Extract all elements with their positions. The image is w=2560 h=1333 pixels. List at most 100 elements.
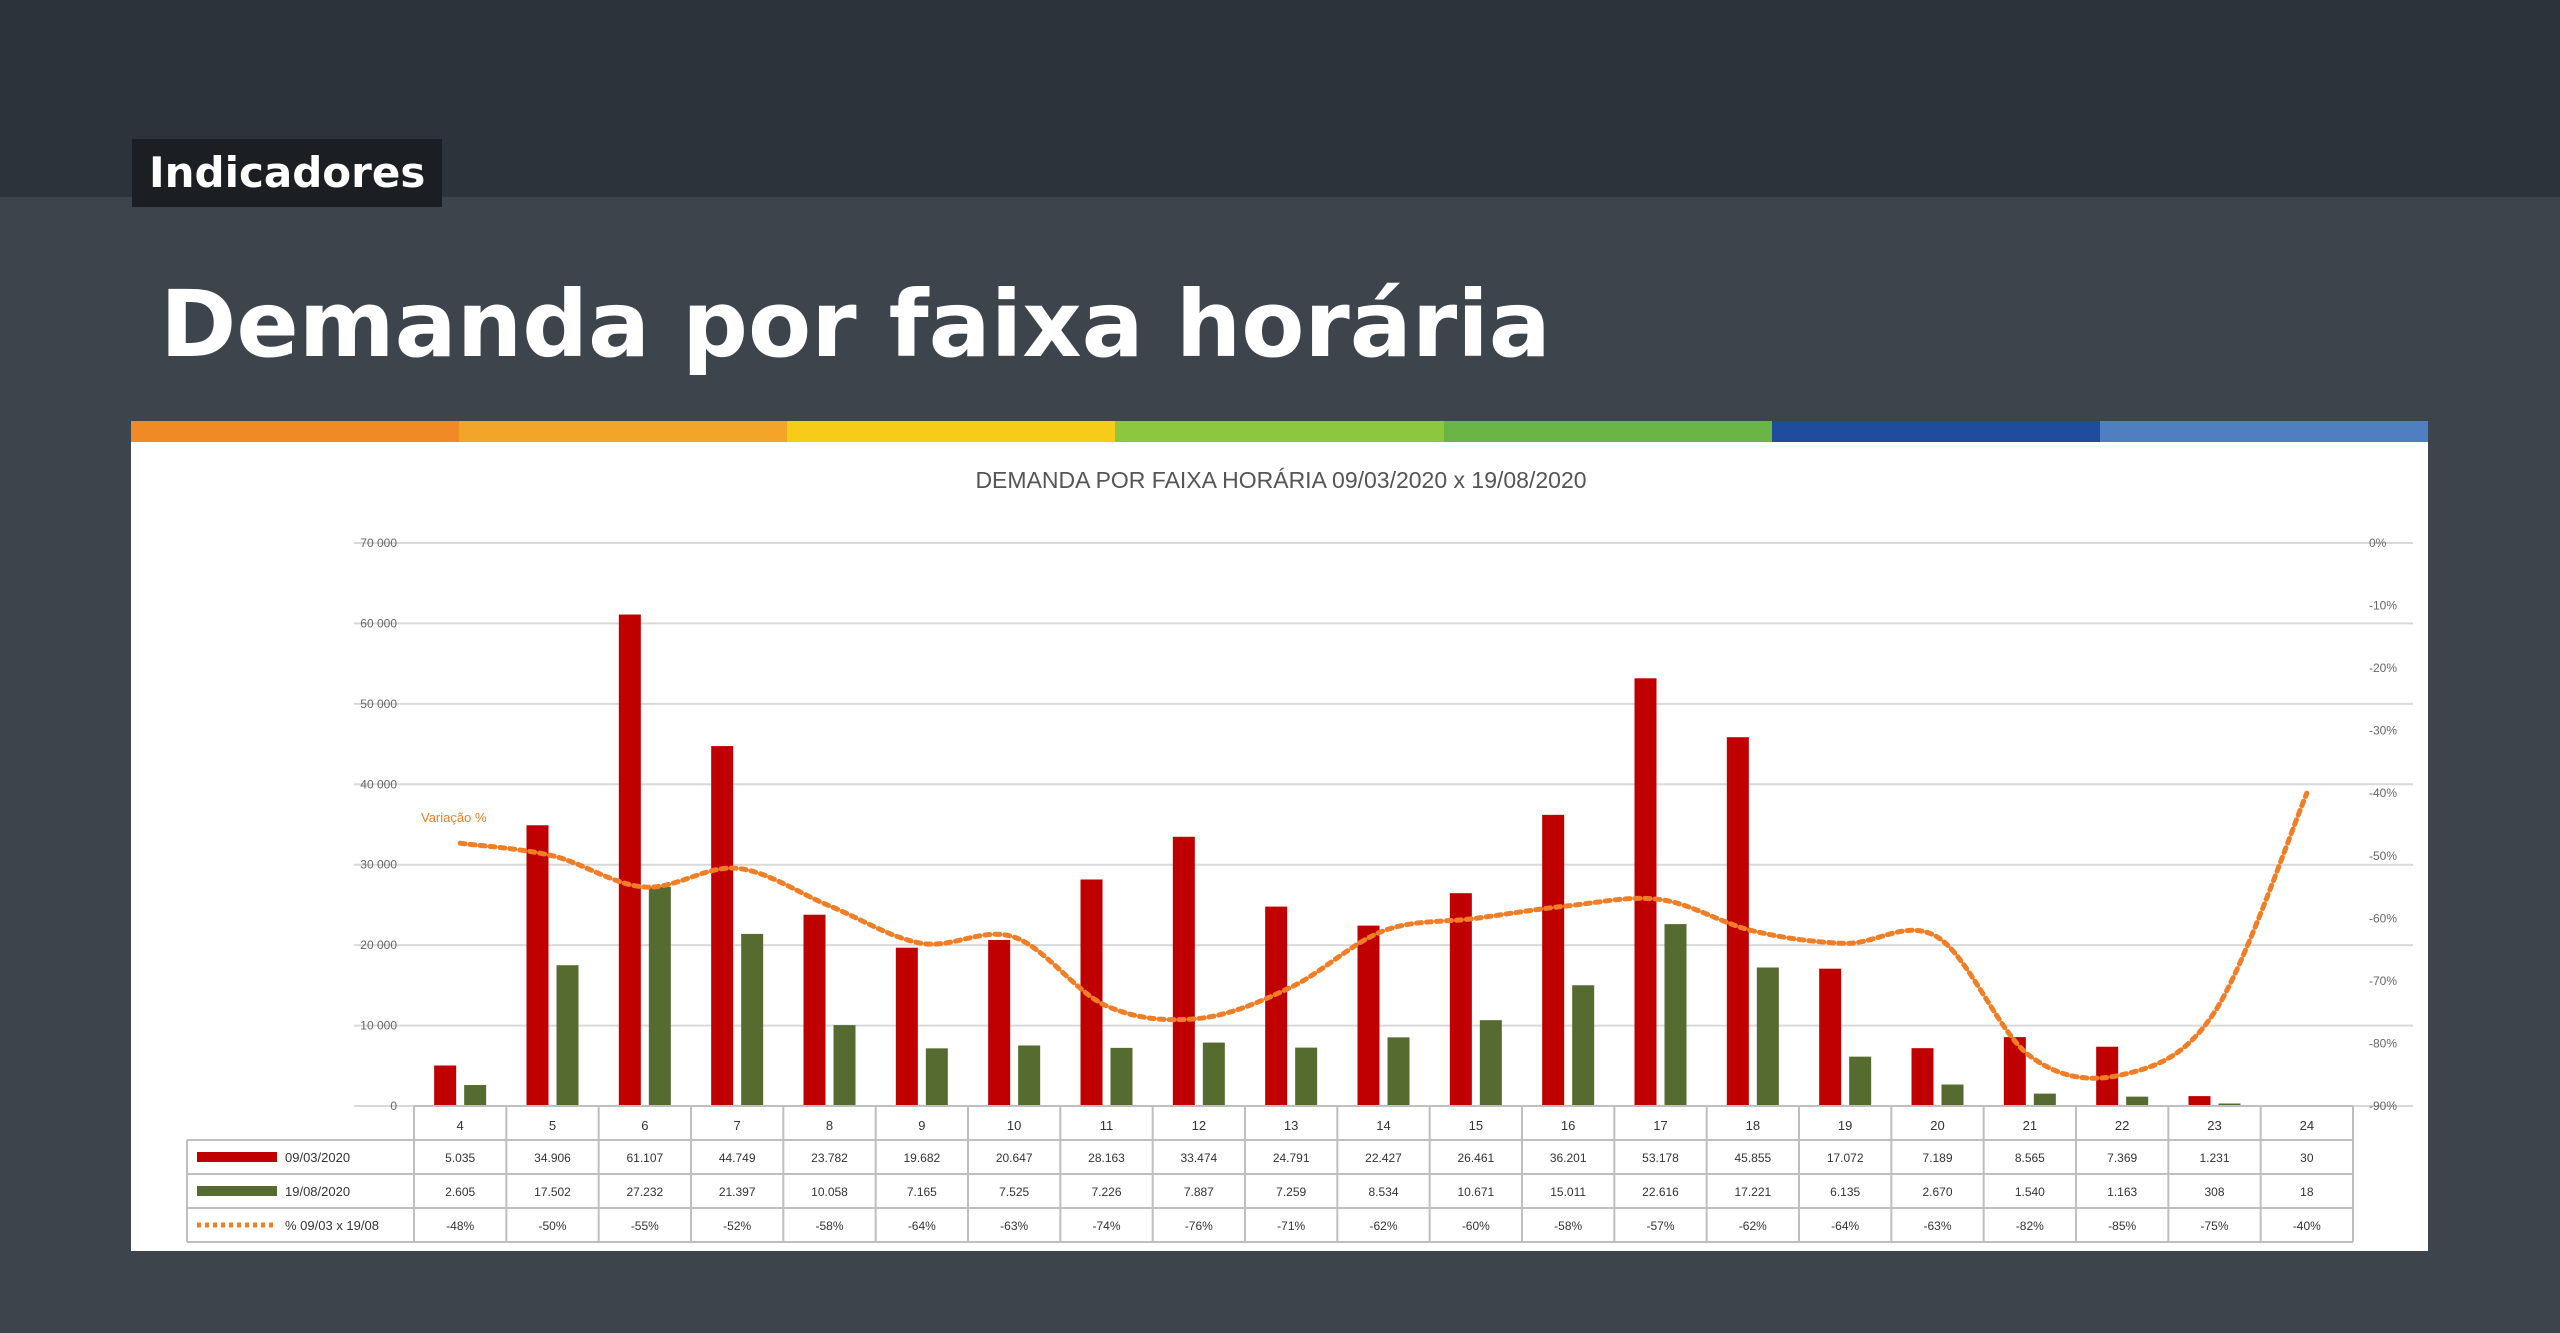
category-label: 19 xyxy=(1838,1118,1852,1133)
y2-tick-label: 0% xyxy=(2369,536,2387,550)
data-label: -57% xyxy=(1646,1219,1674,1233)
data-label: 33.474 xyxy=(1180,1151,1217,1165)
stripe-segment xyxy=(2099,421,2428,442)
data-label: -62% xyxy=(1369,1219,1397,1233)
data-label: 61.107 xyxy=(626,1151,663,1165)
legend-key-bar xyxy=(197,1152,277,1162)
stripe-segment xyxy=(787,421,1116,442)
data-label: -63% xyxy=(1923,1219,1951,1233)
category-label: 8 xyxy=(826,1118,833,1133)
y-tick-label: 0 xyxy=(390,1099,397,1113)
bar-19-08 xyxy=(1202,1042,1225,1106)
data-label: -40% xyxy=(2293,1219,2321,1233)
data-label: -85% xyxy=(2108,1219,2136,1233)
category-label: 5 xyxy=(549,1118,556,1133)
data-label: -55% xyxy=(631,1219,659,1233)
category-label: 20 xyxy=(1930,1118,1944,1133)
bar-19-08 xyxy=(1018,1045,1041,1106)
data-label: 45.855 xyxy=(1734,1151,1771,1165)
category-label: 4 xyxy=(457,1118,464,1133)
data-label: 22.616 xyxy=(1642,1185,1679,1199)
data-label: -64% xyxy=(908,1219,936,1233)
bar-09-03 xyxy=(988,939,1011,1106)
data-label: 24.791 xyxy=(1273,1151,1310,1165)
data-label: 2.605 xyxy=(445,1185,475,1199)
data-label: 7.189 xyxy=(1922,1151,1952,1165)
bar-19-08 xyxy=(648,886,671,1106)
section-tag: Indicadores xyxy=(132,139,443,207)
data-label: -64% xyxy=(1831,1219,1859,1233)
bar-09-03 xyxy=(2003,1037,2026,1106)
bar-19-08 xyxy=(1295,1047,1318,1106)
y2-tick-label: -20% xyxy=(2369,661,2397,675)
category-label: 9 xyxy=(918,1118,925,1133)
category-label: 23 xyxy=(2207,1118,2221,1133)
data-label: 1.540 xyxy=(2015,1185,2045,1199)
data-label: 36.201 xyxy=(1550,1151,1587,1165)
data-label: 7.887 xyxy=(1184,1185,1214,1199)
data-label: 23.782 xyxy=(811,1151,848,1165)
bar-09-03 xyxy=(1080,879,1103,1106)
data-label: 21.397 xyxy=(719,1185,756,1199)
category-label: 15 xyxy=(1469,1118,1483,1133)
data-label: 7.369 xyxy=(2107,1151,2137,1165)
demand-chart: DEMANDA POR FAIXA HORÁRIA 09/03/2020 x 1… xyxy=(186,467,2413,1243)
bar-09-03 xyxy=(618,614,641,1106)
bar-09-03 xyxy=(895,947,918,1106)
data-label: -60% xyxy=(1462,1219,1490,1233)
chart-card: DEMANDA POR FAIXA HORÁRIA 09/03/2020 x 1… xyxy=(131,442,2428,1251)
data-label: 19.682 xyxy=(903,1151,940,1165)
y2-tick-label: -30% xyxy=(2369,724,2397,738)
bar-09-03 xyxy=(1542,814,1565,1106)
data-label: 26.461 xyxy=(1457,1151,1494,1165)
category-label: 12 xyxy=(1192,1118,1206,1133)
y2-tick-label: -70% xyxy=(2369,974,2397,988)
y-tick-label: 60 000 xyxy=(360,616,397,630)
data-label: 7.525 xyxy=(999,1185,1029,1199)
category-label: 10 xyxy=(1007,1118,1021,1133)
data-label: -74% xyxy=(1092,1219,1120,1233)
stripe-segment xyxy=(1443,421,1772,442)
y-tick-label: 40 000 xyxy=(360,777,397,791)
data-label: -71% xyxy=(1277,1219,1305,1233)
data-label: 7.165 xyxy=(907,1185,937,1199)
data-label: 10.671 xyxy=(1457,1185,1494,1199)
legend-label: 09/03/2020 xyxy=(285,1150,350,1165)
chart-title: DEMANDA POR FAIXA HORÁRIA 09/03/2020 x 1… xyxy=(975,467,1586,493)
y-tick-label: 50 000 xyxy=(360,697,397,711)
bar-19-08 xyxy=(1849,1056,1872,1106)
data-label: 44.749 xyxy=(719,1151,756,1165)
data-table: 4 5 6 7 8 9 10 11 12 13 14 15 16 17 18 19 20 21 22 23 24 09/0… xyxy=(186,1105,2354,1243)
bar-19-08 xyxy=(556,965,579,1106)
bar-19-08 xyxy=(2033,1093,2056,1106)
data-label: -63% xyxy=(1000,1219,1028,1233)
y-axis-right: 0% -10% -20% -30% -40% -50% -60% -70% -80% -90% xyxy=(2369,536,2397,1113)
data-label: 5.035 xyxy=(445,1151,475,1165)
data-label: 2.670 xyxy=(1922,1185,1952,1199)
bar-09-03 xyxy=(1357,925,1380,1106)
bar-09-03 xyxy=(1911,1048,1934,1106)
data-label: 7.226 xyxy=(1091,1185,1121,1199)
stripe-segment xyxy=(131,421,460,442)
bar-09-03 xyxy=(1172,836,1195,1106)
color-stripe xyxy=(131,421,2428,442)
data-label: 17.072 xyxy=(1827,1151,1864,1165)
y2-tick-label: -40% xyxy=(2369,786,2397,800)
stripe-segment xyxy=(1771,421,2100,442)
bar-19-08 xyxy=(2126,1096,2149,1106)
data-label: -48% xyxy=(446,1219,474,1233)
bar-09-03 xyxy=(2188,1096,2211,1106)
category-label: 17 xyxy=(1653,1118,1667,1133)
data-label: -82% xyxy=(2016,1219,2044,1233)
data-label: 6.135 xyxy=(1830,1185,1860,1199)
data-label: 30 xyxy=(2300,1151,2314,1165)
bars xyxy=(434,614,2333,1106)
data-label: -58% xyxy=(815,1219,843,1233)
bar-09-03 xyxy=(1726,737,1749,1106)
category-label: 21 xyxy=(2023,1118,2037,1133)
page-title: Demanda por faixa horária xyxy=(160,271,1551,378)
data-label: 1.163 xyxy=(2107,1185,2137,1199)
data-label: -62% xyxy=(1739,1219,1767,1233)
data-label: 15.011 xyxy=(1550,1185,1586,1199)
variation-annotation: Variação % xyxy=(421,810,487,825)
